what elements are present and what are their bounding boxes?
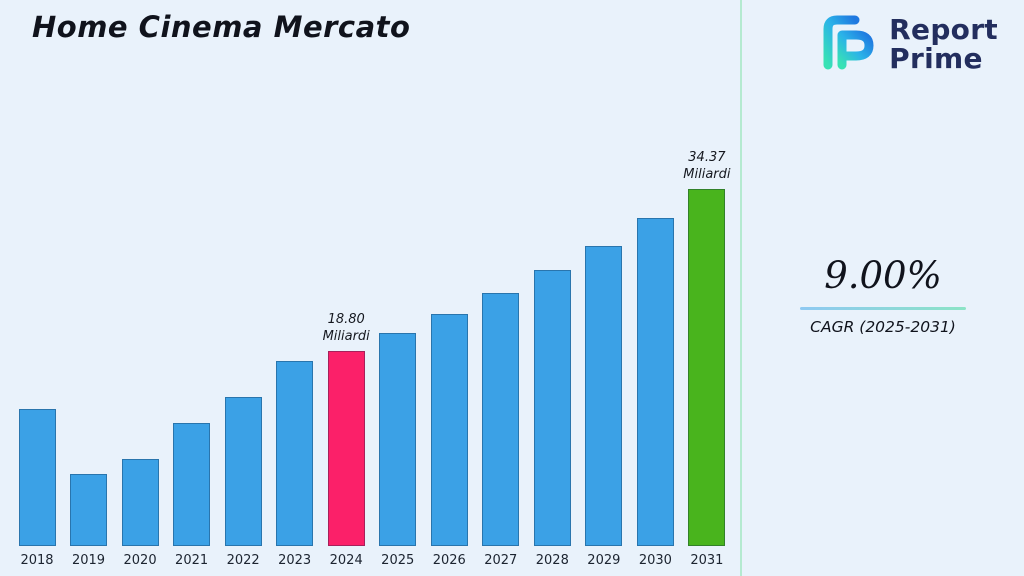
x-tick-2022: 2022 bbox=[226, 553, 260, 568]
x-tick-2023: 2023 bbox=[278, 553, 312, 568]
annotation-value-2031: 34.37 bbox=[688, 150, 726, 166]
bar-2023 bbox=[276, 361, 314, 546]
bar-2022 bbox=[224, 397, 262, 546]
bar-2024 bbox=[327, 351, 365, 546]
x-tick-2026: 2026 bbox=[432, 553, 466, 568]
x-tick-2019: 2019 bbox=[71, 553, 106, 568]
x-tick-2029: 2029 bbox=[587, 553, 621, 568]
x-tick-2021: 2021 bbox=[175, 553, 209, 568]
bar-annotation-2031: 34.37 Miliardi bbox=[683, 150, 730, 184]
bar-annotation-2024: 18.80 Miliardi bbox=[323, 312, 370, 346]
annotation-value-2024: 18.80 bbox=[327, 312, 365, 328]
bar-chart: 2018 2019 2020 2021 2022 2023 18.80 Miliardi 202… bbox=[12, 150, 732, 568]
x-tick-2020: 2020 bbox=[123, 553, 157, 568]
bar-2028 bbox=[533, 270, 571, 546]
brand-logo: Report Prime bbox=[813, 12, 998, 76]
bar-2019 bbox=[70, 474, 108, 546]
report-prime-logo-icon bbox=[813, 12, 879, 76]
bar-2030 bbox=[636, 218, 674, 546]
brand-name-line1: Report bbox=[889, 12, 998, 46]
bar-column-2020: 2020 bbox=[115, 459, 165, 568]
bar-2018 bbox=[18, 409, 56, 546]
cagr-block: 9.00% CAGR (2025-2031) bbox=[800, 254, 966, 336]
x-tick-2027: 2027 bbox=[484, 553, 518, 568]
x-tick-2028: 2028 bbox=[535, 553, 569, 568]
cagr-value: 9.00% bbox=[824, 254, 942, 297]
bar-2025 bbox=[379, 333, 417, 546]
bar-2021 bbox=[173, 423, 211, 546]
bar-2029 bbox=[585, 246, 623, 546]
x-tick-2025: 2025 bbox=[381, 553, 415, 568]
brand-name-line2: Prime bbox=[889, 42, 983, 75]
bar-column-2023: 2023 bbox=[270, 361, 320, 568]
vertical-divider bbox=[740, 0, 742, 576]
brand-name: Report Prime bbox=[889, 12, 998, 75]
bar-2020 bbox=[121, 459, 159, 546]
annotation-unit-2024: Miliardi bbox=[322, 329, 370, 345]
bar-column-2029: 2029 bbox=[579, 246, 629, 568]
bar-column-2022: 2022 bbox=[218, 397, 268, 568]
bar-column-2018: 2018 bbox=[12, 409, 62, 568]
bar-column-2030: 2030 bbox=[630, 218, 680, 568]
bar-2026 bbox=[430, 314, 468, 546]
bar-column-2019: 2019 bbox=[64, 474, 114, 568]
page-title: Home Cinema Mercato bbox=[32, 10, 411, 44]
bar-column-2024: 18.80 Miliardi 2024 bbox=[321, 312, 371, 568]
x-tick-2031: 2031 bbox=[690, 553, 724, 568]
annotation-unit-2031: Miliardi bbox=[683, 167, 731, 183]
x-tick-2030: 2030 bbox=[638, 553, 672, 568]
bar-column-2026: 2026 bbox=[424, 314, 474, 568]
bar-column-2027: 2027 bbox=[476, 293, 526, 568]
x-tick-2024: 2024 bbox=[329, 553, 363, 568]
bar-2027 bbox=[482, 293, 520, 546]
bar-column-2028: 2028 bbox=[527, 270, 577, 568]
bar-column-2021: 2021 bbox=[167, 423, 217, 568]
x-tick-2018: 2018 bbox=[20, 553, 54, 568]
cagr-label: CAGR (2025-2031) bbox=[810, 318, 956, 336]
bar-2031 bbox=[688, 189, 726, 546]
bar-column-2031: 34.37 Miliardi 2031 bbox=[682, 150, 732, 568]
bar-column-2025: 2025 bbox=[373, 333, 423, 568]
cagr-underline bbox=[800, 307, 966, 310]
